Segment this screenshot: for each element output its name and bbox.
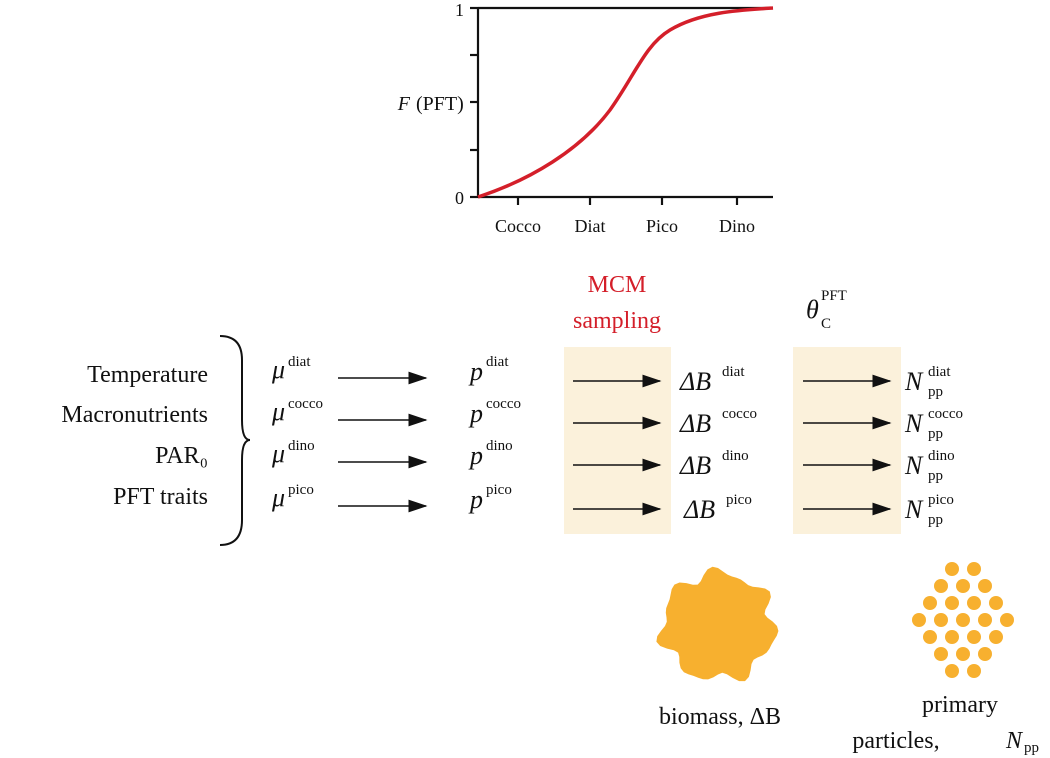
delta-b-sup: dino <box>722 448 749 464</box>
particle <box>956 647 970 661</box>
mu-symbol: μ <box>271 355 285 384</box>
legend-label: particles, <box>852 728 939 754</box>
biomass-icon <box>656 567 778 681</box>
delta-b-sup: diat <box>722 364 745 380</box>
theta-sup: PFT <box>821 288 847 304</box>
diagram: 1 0 F (PFT) MCM sampling θ PFT C biomass… <box>0 0 1050 758</box>
theta-sub: C <box>821 316 831 332</box>
n-symbol: N <box>904 409 924 438</box>
p-symbol: p <box>468 357 483 386</box>
y-tick-label: 0 <box>455 188 464 208</box>
n-sub: pp <box>928 384 943 400</box>
particle <box>978 579 992 593</box>
n-sup: dino <box>928 448 955 464</box>
mcm-band <box>564 347 671 534</box>
n-sub: pp <box>928 426 943 442</box>
stage-label: sampling <box>573 308 661 334</box>
delta-b-symbol: ΔB <box>683 495 715 524</box>
p-sup: diat <box>486 354 509 370</box>
ticks <box>470 8 737 205</box>
mu-sup: dino <box>288 438 315 454</box>
p-symbol: p <box>468 485 483 514</box>
particle <box>956 613 970 627</box>
stage-label: MCM <box>588 272 647 298</box>
delta-b-symbol: ΔB <box>679 409 711 438</box>
mu-symbol: μ <box>271 439 285 468</box>
delta-b-sup: pico <box>726 492 752 508</box>
plot: 1 0 F (PFT) <box>397 0 773 208</box>
n-sup: diat <box>928 364 951 380</box>
mu-symbol: μ <box>271 483 285 512</box>
mu-sup: pico <box>288 482 314 498</box>
input-label: PAR₀ <box>155 443 208 469</box>
particle <box>945 630 959 644</box>
input-label: Macronutrients <box>61 402 208 428</box>
p-symbol: p <box>468 441 483 470</box>
particle <box>934 647 948 661</box>
mu-symbol: μ <box>271 397 285 426</box>
delta-b-symbol: ΔB <box>679 367 711 396</box>
particle <box>967 664 981 678</box>
delta-b-sup: cocco <box>722 406 757 422</box>
legend-label: primary <box>922 692 998 718</box>
n-sub: pp <box>928 512 943 528</box>
particle <box>989 630 1003 644</box>
y-label: (PFT) <box>416 93 464 115</box>
legend-label: biomass, ΔB <box>659 704 781 730</box>
particle <box>967 562 981 576</box>
particle <box>934 579 948 593</box>
n-sub: pp <box>928 468 943 484</box>
particles-icon <box>912 562 1014 678</box>
n-sup: pico <box>928 492 954 508</box>
input-label: Temperature <box>87 362 208 388</box>
p-symbol: p <box>468 399 483 428</box>
legend-sub: pp <box>1024 740 1039 756</box>
input-label: PFT traits <box>113 484 208 510</box>
particle <box>923 630 937 644</box>
n-symbol: N <box>904 451 924 480</box>
x-tick-label: Pico <box>646 216 678 236</box>
particle <box>967 630 981 644</box>
n-symbol: N <box>904 367 924 396</box>
y-tick-label: 1 <box>455 0 464 20</box>
theta-symbol: θ <box>806 295 819 324</box>
p-sup: dino <box>486 438 513 454</box>
x-tick-label: Diat <box>575 216 606 236</box>
particle <box>945 562 959 576</box>
cdf-curve <box>478 8 773 197</box>
mu-sup: cocco <box>288 396 323 412</box>
brace <box>220 336 250 545</box>
particle <box>945 596 959 610</box>
p-sup: pico <box>486 482 512 498</box>
theta-band <box>793 347 901 534</box>
n-sup: cocco <box>928 406 963 422</box>
x-tick-label: Cocco <box>495 216 541 236</box>
particle <box>978 613 992 627</box>
particle <box>967 596 981 610</box>
particle <box>923 596 937 610</box>
particle <box>956 579 970 593</box>
mu-sup: diat <box>288 354 311 370</box>
delta-b-symbol: ΔB <box>679 451 711 480</box>
y-label-symbol: F <box>397 93 411 115</box>
particle <box>934 613 948 627</box>
x-tick-label: Dino <box>719 216 755 236</box>
particle <box>978 647 992 661</box>
p-sup: cocco <box>486 396 521 412</box>
legend-symbol: N <box>1005 728 1024 754</box>
particle <box>1000 613 1014 627</box>
particle <box>912 613 926 627</box>
n-symbol: N <box>904 495 924 524</box>
particle <box>945 664 959 678</box>
particle <box>989 596 1003 610</box>
